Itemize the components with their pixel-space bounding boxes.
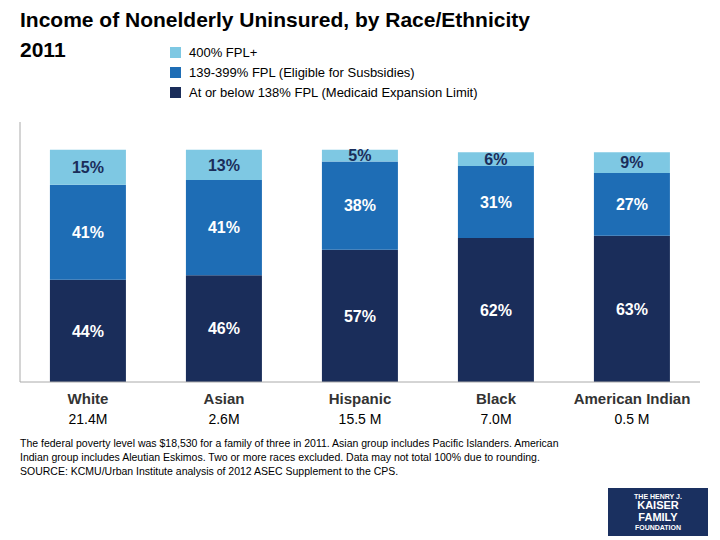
svg-text:9%: 9% bbox=[620, 154, 643, 171]
html-text:THE HENRY J.: THE HENRY J. bbox=[634, 493, 682, 501]
html-text:139-399% FPL (Eligible for Sus: 139-399% FPL (Eligible for Susbsidies) bbox=[189, 64, 415, 80]
html-text:The federal poverty level was: The federal poverty level was $18,530 fo… bbox=[20, 437, 559, 477]
svg-text:6%: 6% bbox=[484, 151, 507, 168]
svg-text:44%: 44% bbox=[72, 323, 104, 340]
svg-text:5%: 5% bbox=[348, 147, 371, 164]
svg-text:Hispanic: Hispanic bbox=[329, 390, 392, 407]
svg-text:15%: 15% bbox=[72, 159, 104, 176]
svg-text:Black: Black bbox=[476, 390, 517, 407]
svg-text:15.5 M: 15.5 M bbox=[339, 411, 382, 427]
html-text:At or below 138% FPL (Medicaid: At or below 138% FPL (Medicaid Expansion… bbox=[189, 84, 478, 100]
html-text:FOUNDATION: FOUNDATION bbox=[634, 523, 682, 531]
svg-text:21.4M: 21.4M bbox=[69, 411, 108, 427]
svg-text:White: White bbox=[68, 390, 109, 407]
svg-text:63%: 63% bbox=[616, 301, 648, 318]
svg-text:41%: 41% bbox=[72, 224, 104, 241]
svg-text:13%: 13% bbox=[208, 157, 240, 174]
svg-text:2.6M: 2.6M bbox=[208, 411, 239, 427]
svg-text:46%: 46% bbox=[208, 320, 240, 337]
html-text:KAISER: KAISER bbox=[637, 499, 679, 512]
html-text:FAMILY: FAMILY bbox=[638, 511, 678, 523]
svg-text:41%: 41% bbox=[208, 219, 240, 236]
svg-text:38%: 38% bbox=[344, 197, 376, 214]
svg-text:62%: 62% bbox=[480, 302, 512, 319]
svg-text:7.0M: 7.0M bbox=[480, 411, 511, 427]
svg-text:0.5 M: 0.5 M bbox=[614, 411, 649, 427]
svg-text:American Indian: American Indian bbox=[574, 390, 691, 407]
html-text:400% FPL+: 400% FPL+ bbox=[189, 44, 258, 60]
svg-text:31%: 31% bbox=[480, 194, 512, 211]
svg-text:57%: 57% bbox=[344, 308, 376, 325]
html-text:Income of Nonelderly Uninsured: Income of Nonelderly Uninsured, by Race/… bbox=[20, 8, 530, 31]
svg-text:27%: 27% bbox=[616, 196, 648, 213]
svg-text:Asian: Asian bbox=[204, 390, 245, 407]
html-text:2011: 2011 bbox=[20, 38, 66, 61]
